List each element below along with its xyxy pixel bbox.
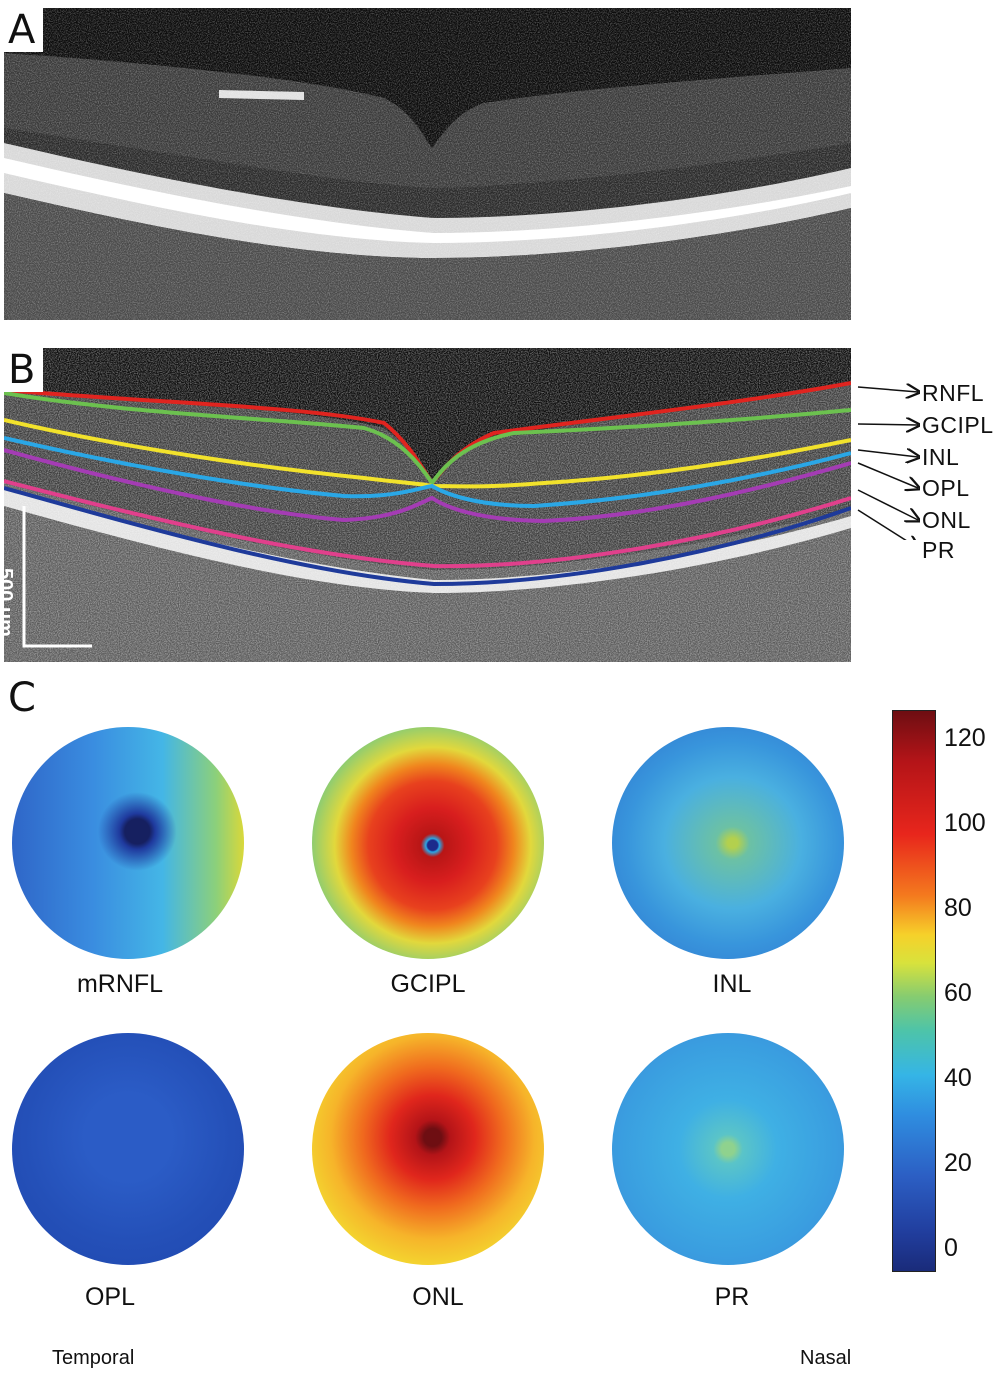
thickness-colorbar [892,710,936,1272]
layer-label-inl: INL [922,444,960,470]
gcipl-arrow [857,424,918,425]
pr-boundary-line [4,486,851,587]
onl-boundary-line [4,479,851,569]
map-label-mrnfl: mRNFL [76,970,164,998]
panel-a-letter: A [4,8,44,52]
colorbar-tick-0: 0 [944,1234,958,1262]
colorbar-tick-60: 60 [944,979,972,1007]
colorbar-tick-80: 80 [944,894,972,922]
panel-b-letter: B [4,348,44,392]
scale-bar-label: 500 μm [4,568,16,637]
map-label-inl: INL [712,970,752,998]
pr-arrow [857,509,918,540]
layer-arrows [857,380,920,540]
oct-bscan-segmented: 500 μm [4,348,851,662]
panel-c-letter: C [8,675,36,721]
orientation-temporal-label: Temporal [52,1347,135,1369]
oct-bscan-raw-image [4,8,851,320]
rnfl-arrow [857,387,918,392]
oct-bscan-raw [4,8,851,320]
layer-label-opl: OPL [922,475,970,501]
gcipl-inner-line [4,436,851,509]
thickness-map-pr [612,1033,844,1265]
inl-arrow [857,450,918,457]
layer-label-rnfl: RNFL [922,380,985,406]
map-label-onl: ONL [412,1283,464,1311]
map-label-gcipl: GCIPL [390,970,466,998]
thickness-map-gcipl [312,727,544,959]
colorbar-tick-40: 40 [944,1064,972,1092]
layer-label-pr: PR [922,537,955,563]
orientation-nasal-label: Nasal [800,1347,852,1369]
colorbar-tick-20: 20 [944,1149,972,1177]
opl-arrow [857,462,918,488]
map-label-pr: PR [714,1283,750,1311]
onl-arrow [857,489,918,520]
layer-label-onl: ONL [922,507,971,533]
gcipl-boundary-line [4,391,851,487]
thickness-map-onl [312,1033,544,1265]
colorbar-tick-120: 120 [944,724,986,752]
oct-bscan-segmented-image [4,348,851,662]
scale-bar [22,506,92,648]
thickness-map-inl [612,727,844,959]
opl-boundary-line [4,448,851,524]
colorbar-tick-100: 100 [944,809,986,837]
map-label-opl: OPL [84,1283,136,1311]
layer-label-gcipl: GCIPL [922,412,994,438]
thickness-map-mrnfl [12,727,244,959]
thickness-map-opl [12,1033,244,1265]
